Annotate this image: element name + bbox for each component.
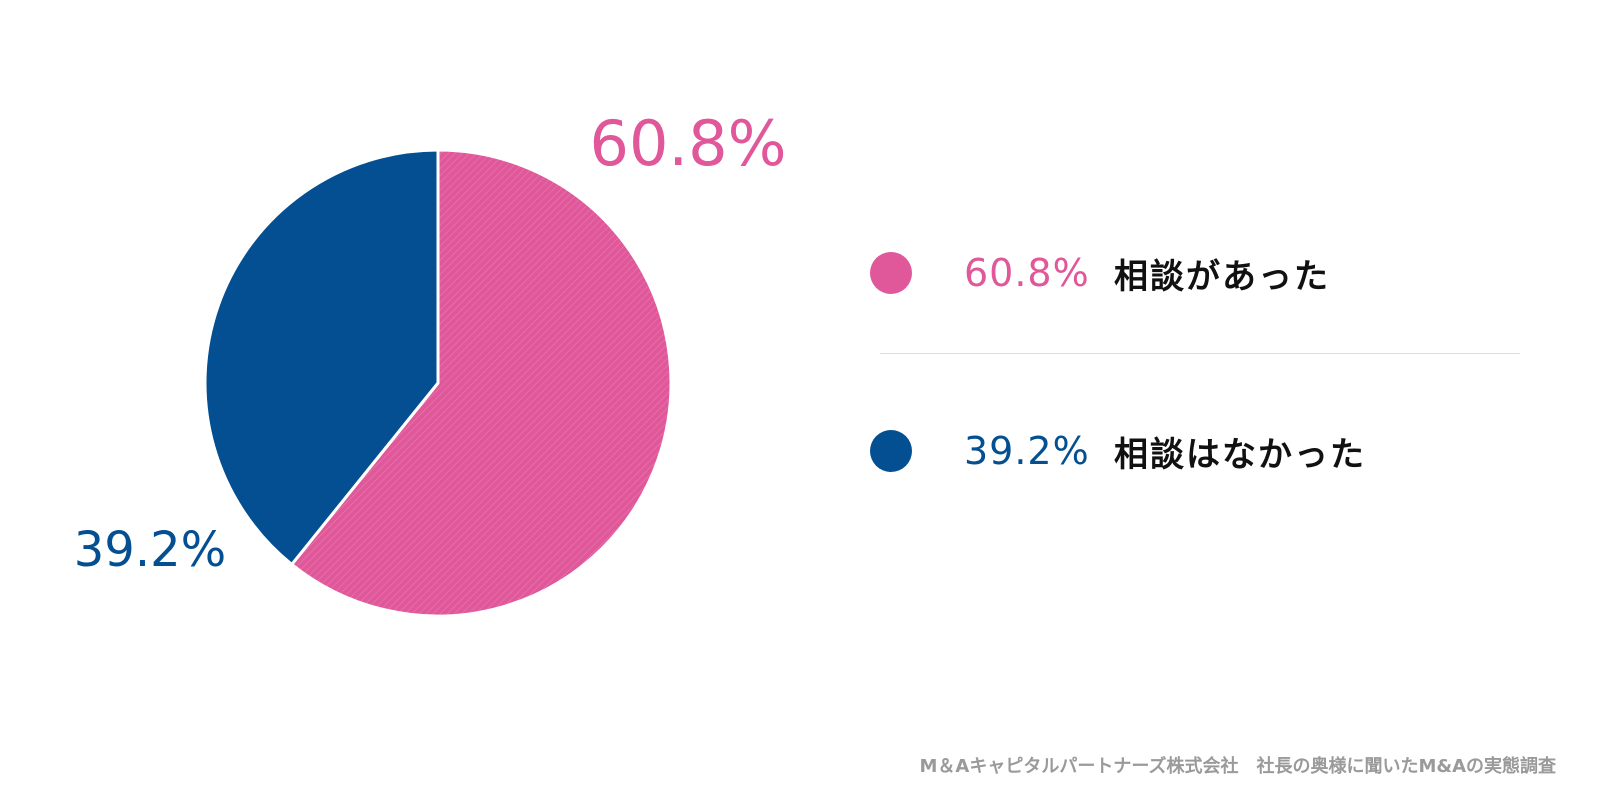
pie-slice-2 — [203, 148, 440, 566]
pie-data-label-2: 39.2% — [74, 522, 226, 578]
legend-value-yes: 60.8% — [964, 251, 1090, 295]
legend-label-no: 相談はなかった — [1114, 434, 1366, 475]
pie-slice-texture — [291, 150, 672, 616]
source-note: M＆Aキャピタルパートナーズ株式会社 社長の奥様に聞いたM&Aの実態調査 — [919, 756, 1556, 777]
legend-divider — [880, 353, 1520, 354]
legend-dot-no-icon — [870, 430, 912, 472]
pie-slice-1 — [290, 148, 673, 618]
pie-slice-fill-2 — [203, 148, 440, 566]
legend-dot-yes-icon — [870, 252, 912, 294]
legend-item-yes: 60.8% 相談があった — [870, 243, 1330, 303]
legend-label-yes: 相談があった — [1114, 256, 1330, 297]
legend-value-no: 39.2% — [964, 429, 1090, 473]
pie-data-label-1: 60.8% — [590, 107, 787, 180]
legend-item-no: 39.2% 相談はなかった — [870, 421, 1366, 481]
